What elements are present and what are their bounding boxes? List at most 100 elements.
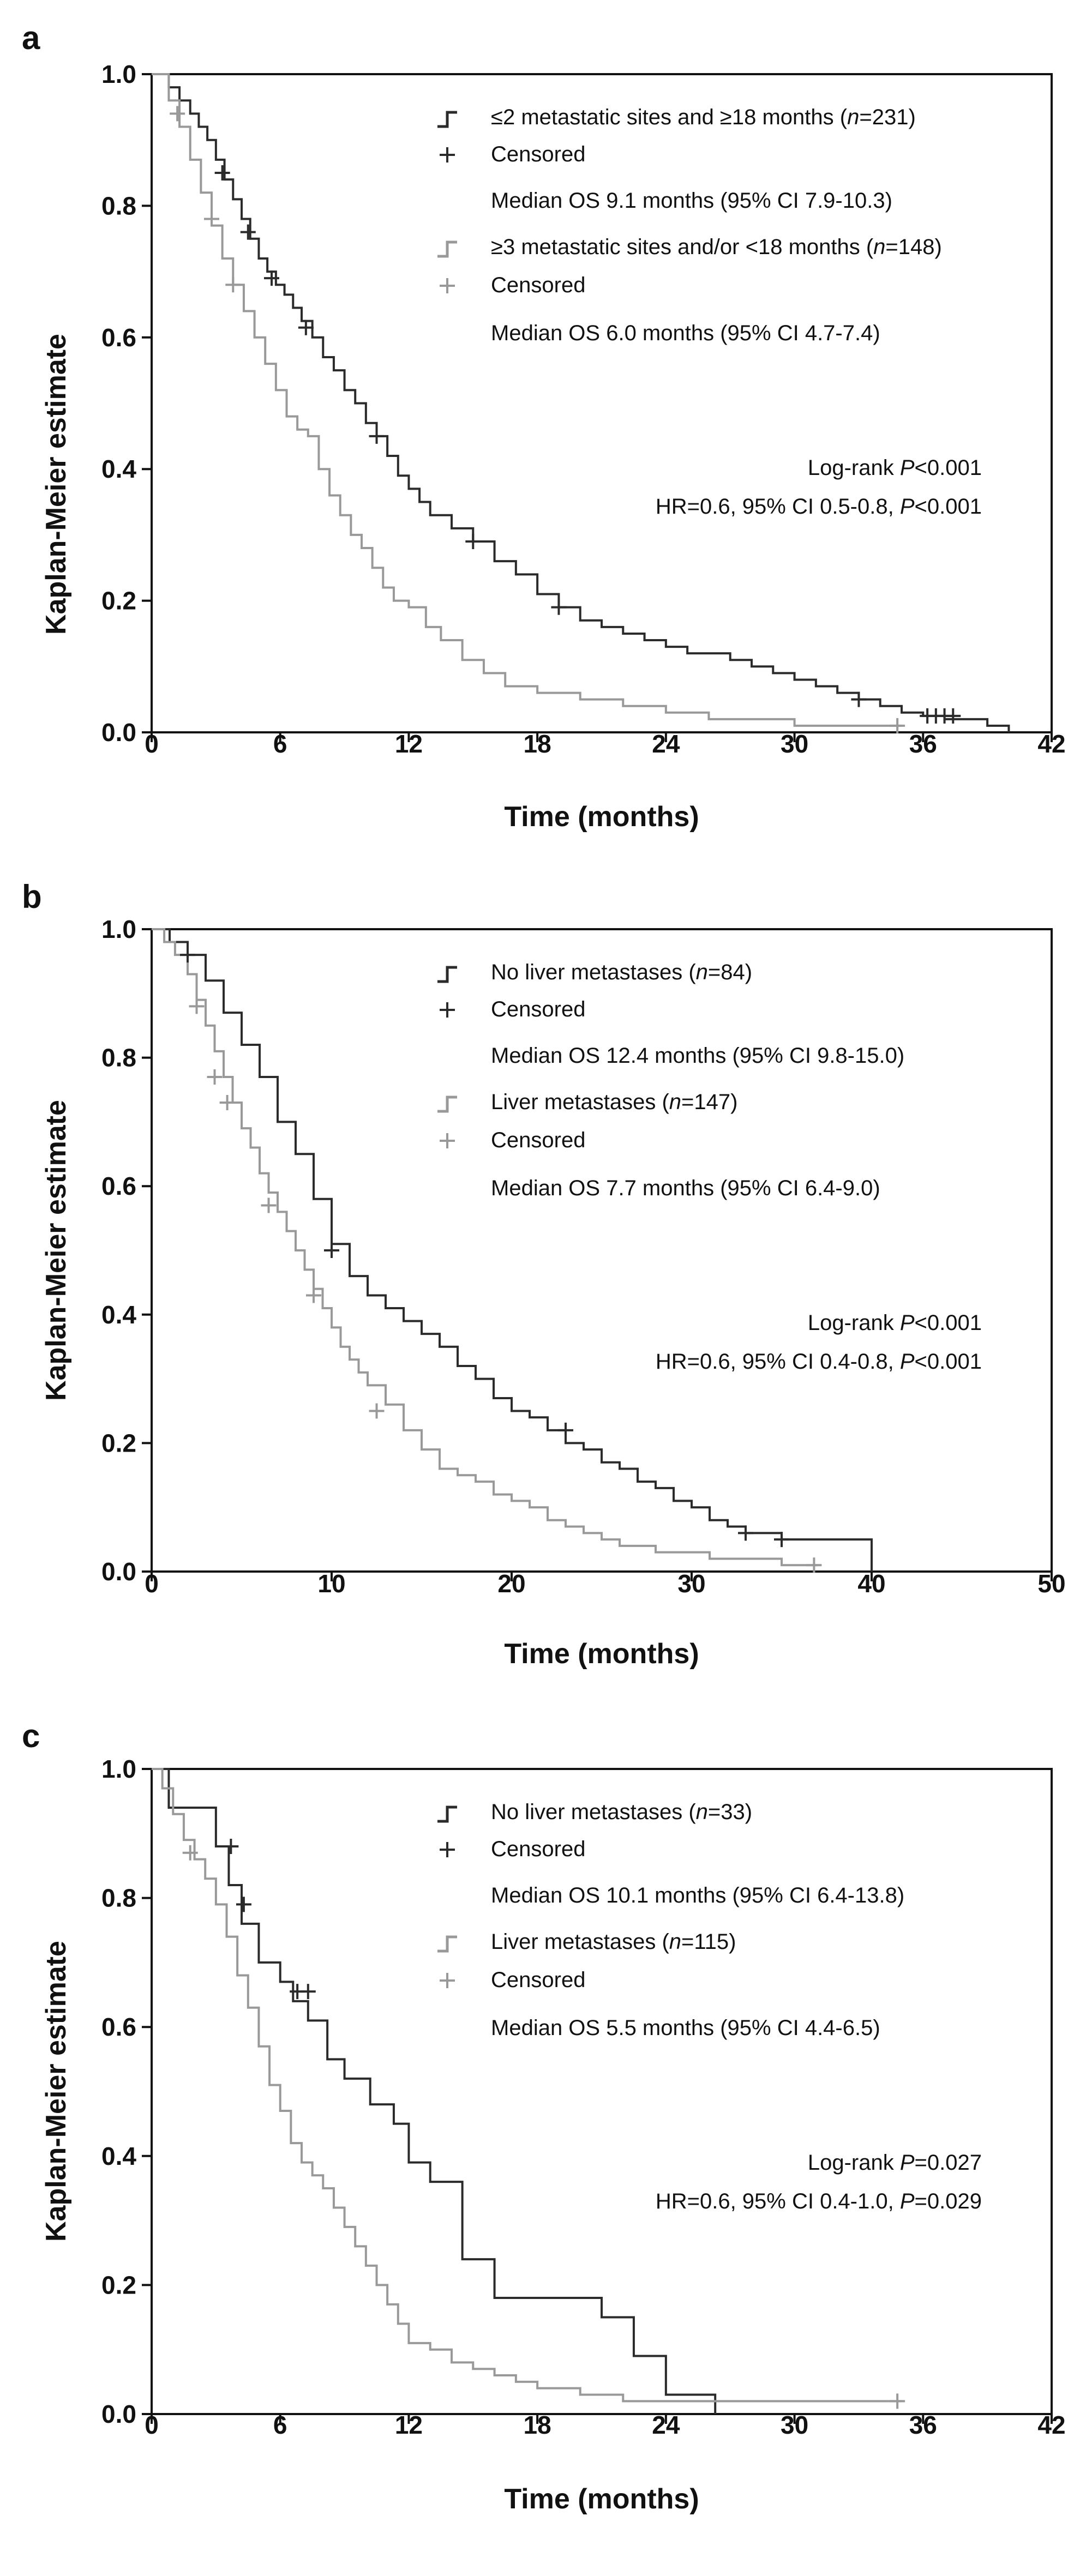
censor-mark [225,277,241,293]
x-axis-title: Time (months) [504,1638,699,1670]
y-tick-label: 0.0 [101,1557,136,1586]
censor-mark [738,1525,753,1541]
legend-series-text: ≥3 metastatic sites and/or <18 months (n… [491,235,942,259]
legend-censor-icon [440,1842,455,1857]
km-curve-series-1 [152,928,873,1572]
censor-mark [204,211,219,227]
y-tick-label: 0.0 [101,718,136,747]
stats-line: HR=0.6, 95% CI 0.4-1.0, P=0.029 [656,2189,982,2213]
censor-mark [465,533,481,549]
x-tick-label: 42 [1037,2411,1065,2439]
x-tick-label: 6 [273,730,287,758]
censor-mark [558,1422,573,1438]
y-tick-label: 0.8 [101,191,136,220]
censor-mark [223,1838,239,1854]
panel-label: a [22,20,40,56]
legend-censor-text: Censored [491,1128,585,1152]
y-tick-label: 0.6 [101,323,136,352]
legend-step-icon [437,1096,457,1113]
stats-line: Log-rank P=0.027 [808,2151,982,2175]
x-tick-label: 10 [317,1569,345,1598]
legend-note-text: Median OS 10.1 months (95% CI 6.4-13.8) [491,1883,904,1907]
legend-censor-icon [440,1973,455,1988]
x-tick-label: 42 [1037,730,1065,758]
legend-note-text: Median OS 5.5 months (95% CI 4.4-6.5) [491,2016,880,2040]
legend-note-text: Median OS 12.4 months (95% CI 9.8-15.0) [491,1044,904,1068]
censor-mark [261,1197,277,1213]
y-tick-label: 0.4 [101,455,136,483]
x-tick-label: 18 [524,2411,551,2439]
censor-mark [240,224,256,240]
censor-mark [369,1403,385,1419]
x-tick-label: 18 [524,730,551,758]
legend-note-text: Median OS 9.1 months (95% CI 7.9-10.3) [491,189,892,213]
y-tick-label: 0.4 [101,1301,136,1329]
censor-mark [264,270,279,286]
x-tick-label: 0 [145,2411,159,2439]
censor-mark [182,1845,198,1861]
censor-mark [324,1243,339,1258]
legend-censor-icon [440,1133,455,1148]
legend-step-icon [437,240,457,258]
censor-mark [170,106,185,122]
legend-step-icon [437,1935,457,1953]
censor-mark [945,708,961,724]
panel-label: c [22,1718,40,1754]
y-tick-label: 0.0 [101,2400,136,2428]
km-curve-series-2 [152,73,902,727]
legend-censor-text: Censored [491,1968,585,1992]
legend-censor-icon [440,278,455,293]
censor-mark [890,2393,905,2409]
plot-frame [151,73,1053,733]
x-tick-label: 40 [857,1569,885,1598]
km-panel-c: c 0.0 0.2 0.4 0.6 0.8 1.0 0 6 12 18 24 30 36 42 Time (m… [22,1718,1066,2515]
x-tick-label: 30 [781,2411,808,2439]
panel-label: b [22,878,42,915]
legend-censor-text: Censored [491,273,585,297]
y-tick-label: 0.2 [101,587,136,615]
x-tick-label: 24 [652,730,680,758]
km-curve-series-2 [152,1768,902,2403]
x-tick-label: 12 [395,730,423,758]
y-tick-label: 0.8 [101,1884,136,1912]
legend-censor-text: Censored [491,1837,585,1861]
km-panel-a: a 0.0 0.2 0.4 0.6 0.8 1.0 0 6 12 18 24 30 36 42 Time (m… [22,20,1066,833]
x-tick-label: 12 [395,2411,423,2439]
x-tick-label: 50 [1037,1569,1065,1598]
plot-frame [151,1768,1053,2415]
x-tick-label: 0 [145,730,159,758]
censor-mark [369,428,385,444]
legend-series-text: Liver metastases (n=147) [491,1090,737,1114]
legend-step-icon [437,1805,457,1823]
censor-mark [219,1095,235,1111]
km-curve-series-2 [152,928,818,1567]
legend-note-text: Median OS 7.7 months (95% CI 6.4-9.0) [491,1176,880,1200]
censor-mark [236,1897,251,1912]
censor-mark [300,1984,316,2000]
y-axis-title: Kaplan-Meier estimate [40,1100,72,1401]
x-tick-label: 36 [909,2411,937,2439]
stats-line: Log-rank P<0.001 [808,1311,982,1335]
censor-mark [890,718,905,733]
y-tick-label: 0.2 [101,1429,136,1457]
censor-mark [180,947,195,963]
y-tick-label: 0.2 [101,2271,136,2299]
legend-censor-icon [440,1002,455,1018]
y-tick-label: 0.6 [101,1172,136,1200]
stats-line: Log-rank P<0.001 [808,456,982,480]
x-axis-title: Time (months) [504,2483,699,2515]
legend-note-text: Median OS 6.0 months (95% CI 4.7-7.4) [491,321,880,345]
y-tick-label: 0.4 [101,2142,136,2170]
censor-mark [306,1287,321,1303]
plot-frame [151,928,1053,1573]
x-tick-label: 24 [652,2411,680,2439]
legend-step-icon [437,111,457,128]
censor-mark [298,320,314,335]
x-tick-label: 0 [145,1569,159,1598]
x-tick-label: 30 [781,730,808,758]
y-tick-label: 0.6 [101,2013,136,2041]
legend-series-text: No liver metastases (n=84) [491,960,752,984]
legend-censor-text: Censored [491,142,585,166]
censor-mark [214,165,230,181]
